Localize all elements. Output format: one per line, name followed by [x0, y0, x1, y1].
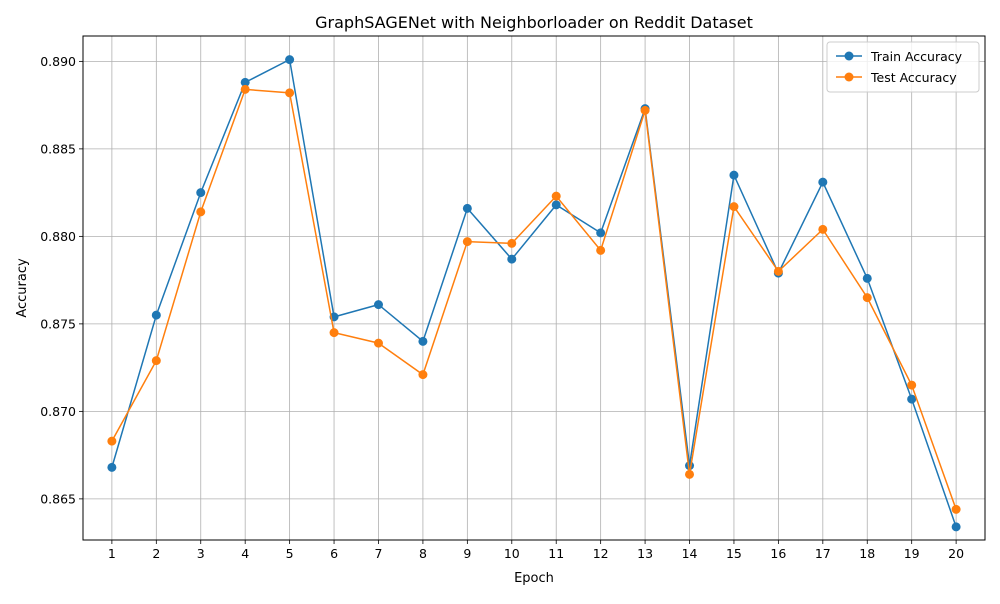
- x-axis-label: Epoch: [514, 571, 554, 586]
- legend-label-test: Test Accuracy: [870, 70, 957, 85]
- data-point-test: [240, 84, 250, 94]
- data-point-test: [373, 338, 383, 348]
- data-point-test: [862, 293, 872, 303]
- x-tick-label: 15: [726, 546, 742, 561]
- y-tick-label: 0.875: [40, 316, 76, 331]
- data-point-test: [685, 469, 695, 479]
- data-point-train: [373, 300, 383, 310]
- x-tick-label: 11: [548, 546, 564, 561]
- y-axis-label: Accuracy: [15, 258, 30, 318]
- data-point-train: [240, 77, 250, 87]
- data-point-train: [818, 177, 828, 187]
- data-point-test: [640, 105, 650, 115]
- data-point-test: [329, 328, 339, 338]
- x-axis-ticks: 1 2 3 4 5 6 7 8 9 10 11 12 13 14 15 16 17 18 19 20: [108, 540, 964, 561]
- data-point-test: [596, 245, 606, 255]
- data-point-test: [818, 224, 828, 234]
- x-tick-label: 12: [593, 546, 609, 561]
- x-tick-label: 4: [241, 546, 249, 561]
- data-point-train: [551, 200, 561, 210]
- x-tick-label: 14: [682, 546, 698, 561]
- y-tick-label: 0.870: [40, 404, 76, 419]
- x-tick-label: 7: [375, 546, 383, 561]
- x-tick-label: 10: [504, 546, 520, 561]
- series-line-test: [111, 88, 957, 510]
- data-point-test: [285, 88, 295, 98]
- data-point-train: [107, 462, 117, 472]
- data-point-train: [862, 273, 872, 283]
- data-point-train: [285, 55, 295, 65]
- data-point-test: [151, 356, 161, 366]
- data-point-test: [196, 207, 206, 217]
- data-point-train: [418, 336, 428, 346]
- x-tick-label: 2: [152, 546, 160, 561]
- x-tick-label: 6: [330, 546, 338, 561]
- y-tick-label: 0.885: [40, 141, 76, 156]
- data-point-test: [551, 191, 561, 201]
- y-tick-label: 0.890: [40, 54, 76, 69]
- y-tick-label: 0.880: [40, 229, 76, 244]
- series-layer: [107, 55, 961, 532]
- data-point-test: [729, 202, 739, 212]
- data-point-train: [151, 310, 161, 320]
- data-point-train: [596, 228, 606, 238]
- data-point-train: [507, 254, 517, 264]
- data-point-test: [418, 370, 428, 380]
- x-tick-label: 1: [108, 546, 116, 561]
- data-point-test: [773, 266, 783, 276]
- data-point-test: [462, 237, 472, 247]
- x-tick-label: 20: [948, 546, 964, 561]
- data-point-test: [107, 436, 117, 446]
- x-tick-label: 19: [904, 546, 920, 561]
- legend-label-train: Train Accuracy: [870, 49, 963, 64]
- x-tick-label: 16: [770, 546, 786, 561]
- grid: [83, 36, 985, 540]
- x-tick-label: 9: [463, 546, 471, 561]
- legend-frame: [826, 41, 980, 93]
- legend-marker-train: [844, 51, 854, 61]
- x-tick-label: 13: [637, 546, 653, 561]
- y-axis-ticks: 0.865 0.870 0.875 0.880 0.885 0.890: [40, 54, 83, 506]
- data-point-test: [507, 238, 517, 248]
- data-point-train: [196, 188, 206, 198]
- x-tick-label: 18: [859, 546, 875, 561]
- data-point-test: [951, 504, 961, 514]
- y-tick-label: 0.865: [40, 491, 76, 506]
- series-line-train: [111, 58, 957, 528]
- legend: Train Accuracy Test Accuracy: [826, 41, 980, 93]
- x-tick-label: 8: [419, 546, 427, 561]
- data-point-train: [462, 203, 472, 213]
- data-point-test: [907, 380, 917, 390]
- x-tick-label: 3: [197, 546, 205, 561]
- x-tick-label: 5: [286, 546, 294, 561]
- chart-title: GraphSAGENet with Neighborloader on Redd…: [315, 13, 753, 32]
- data-point-train: [907, 394, 917, 404]
- plot-frame: [82, 35, 986, 541]
- data-point-train: [951, 522, 961, 532]
- x-tick-label: 17: [815, 546, 831, 561]
- legend-marker-test: [844, 72, 854, 82]
- data-point-train: [729, 170, 739, 180]
